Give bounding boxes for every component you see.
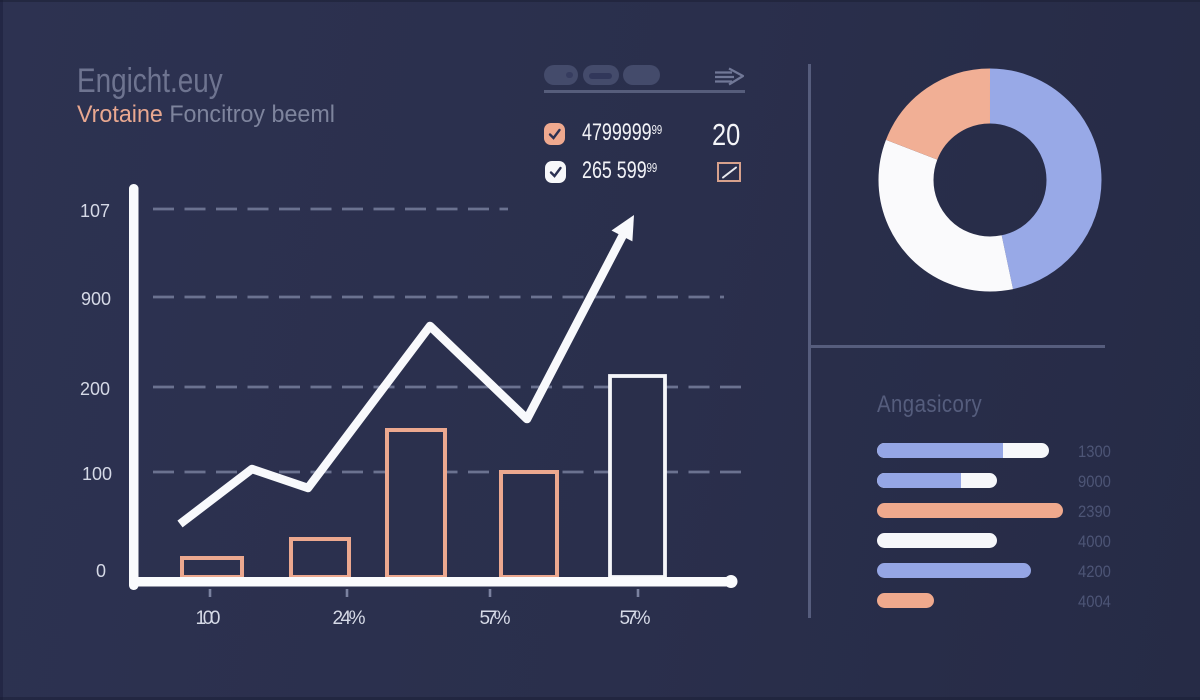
svg-text:100: 100 xyxy=(82,464,112,484)
svg-text:200: 200 xyxy=(80,379,110,399)
svg-text:900: 900 xyxy=(81,289,111,309)
svg-text:107: 107 xyxy=(80,201,110,221)
svg-text:24%: 24% xyxy=(333,608,366,629)
svg-text:0: 0 xyxy=(96,561,106,581)
svg-text:57%: 57% xyxy=(480,608,511,629)
svg-text:57%: 57% xyxy=(620,608,651,629)
svg-text:100: 100 xyxy=(196,608,221,629)
